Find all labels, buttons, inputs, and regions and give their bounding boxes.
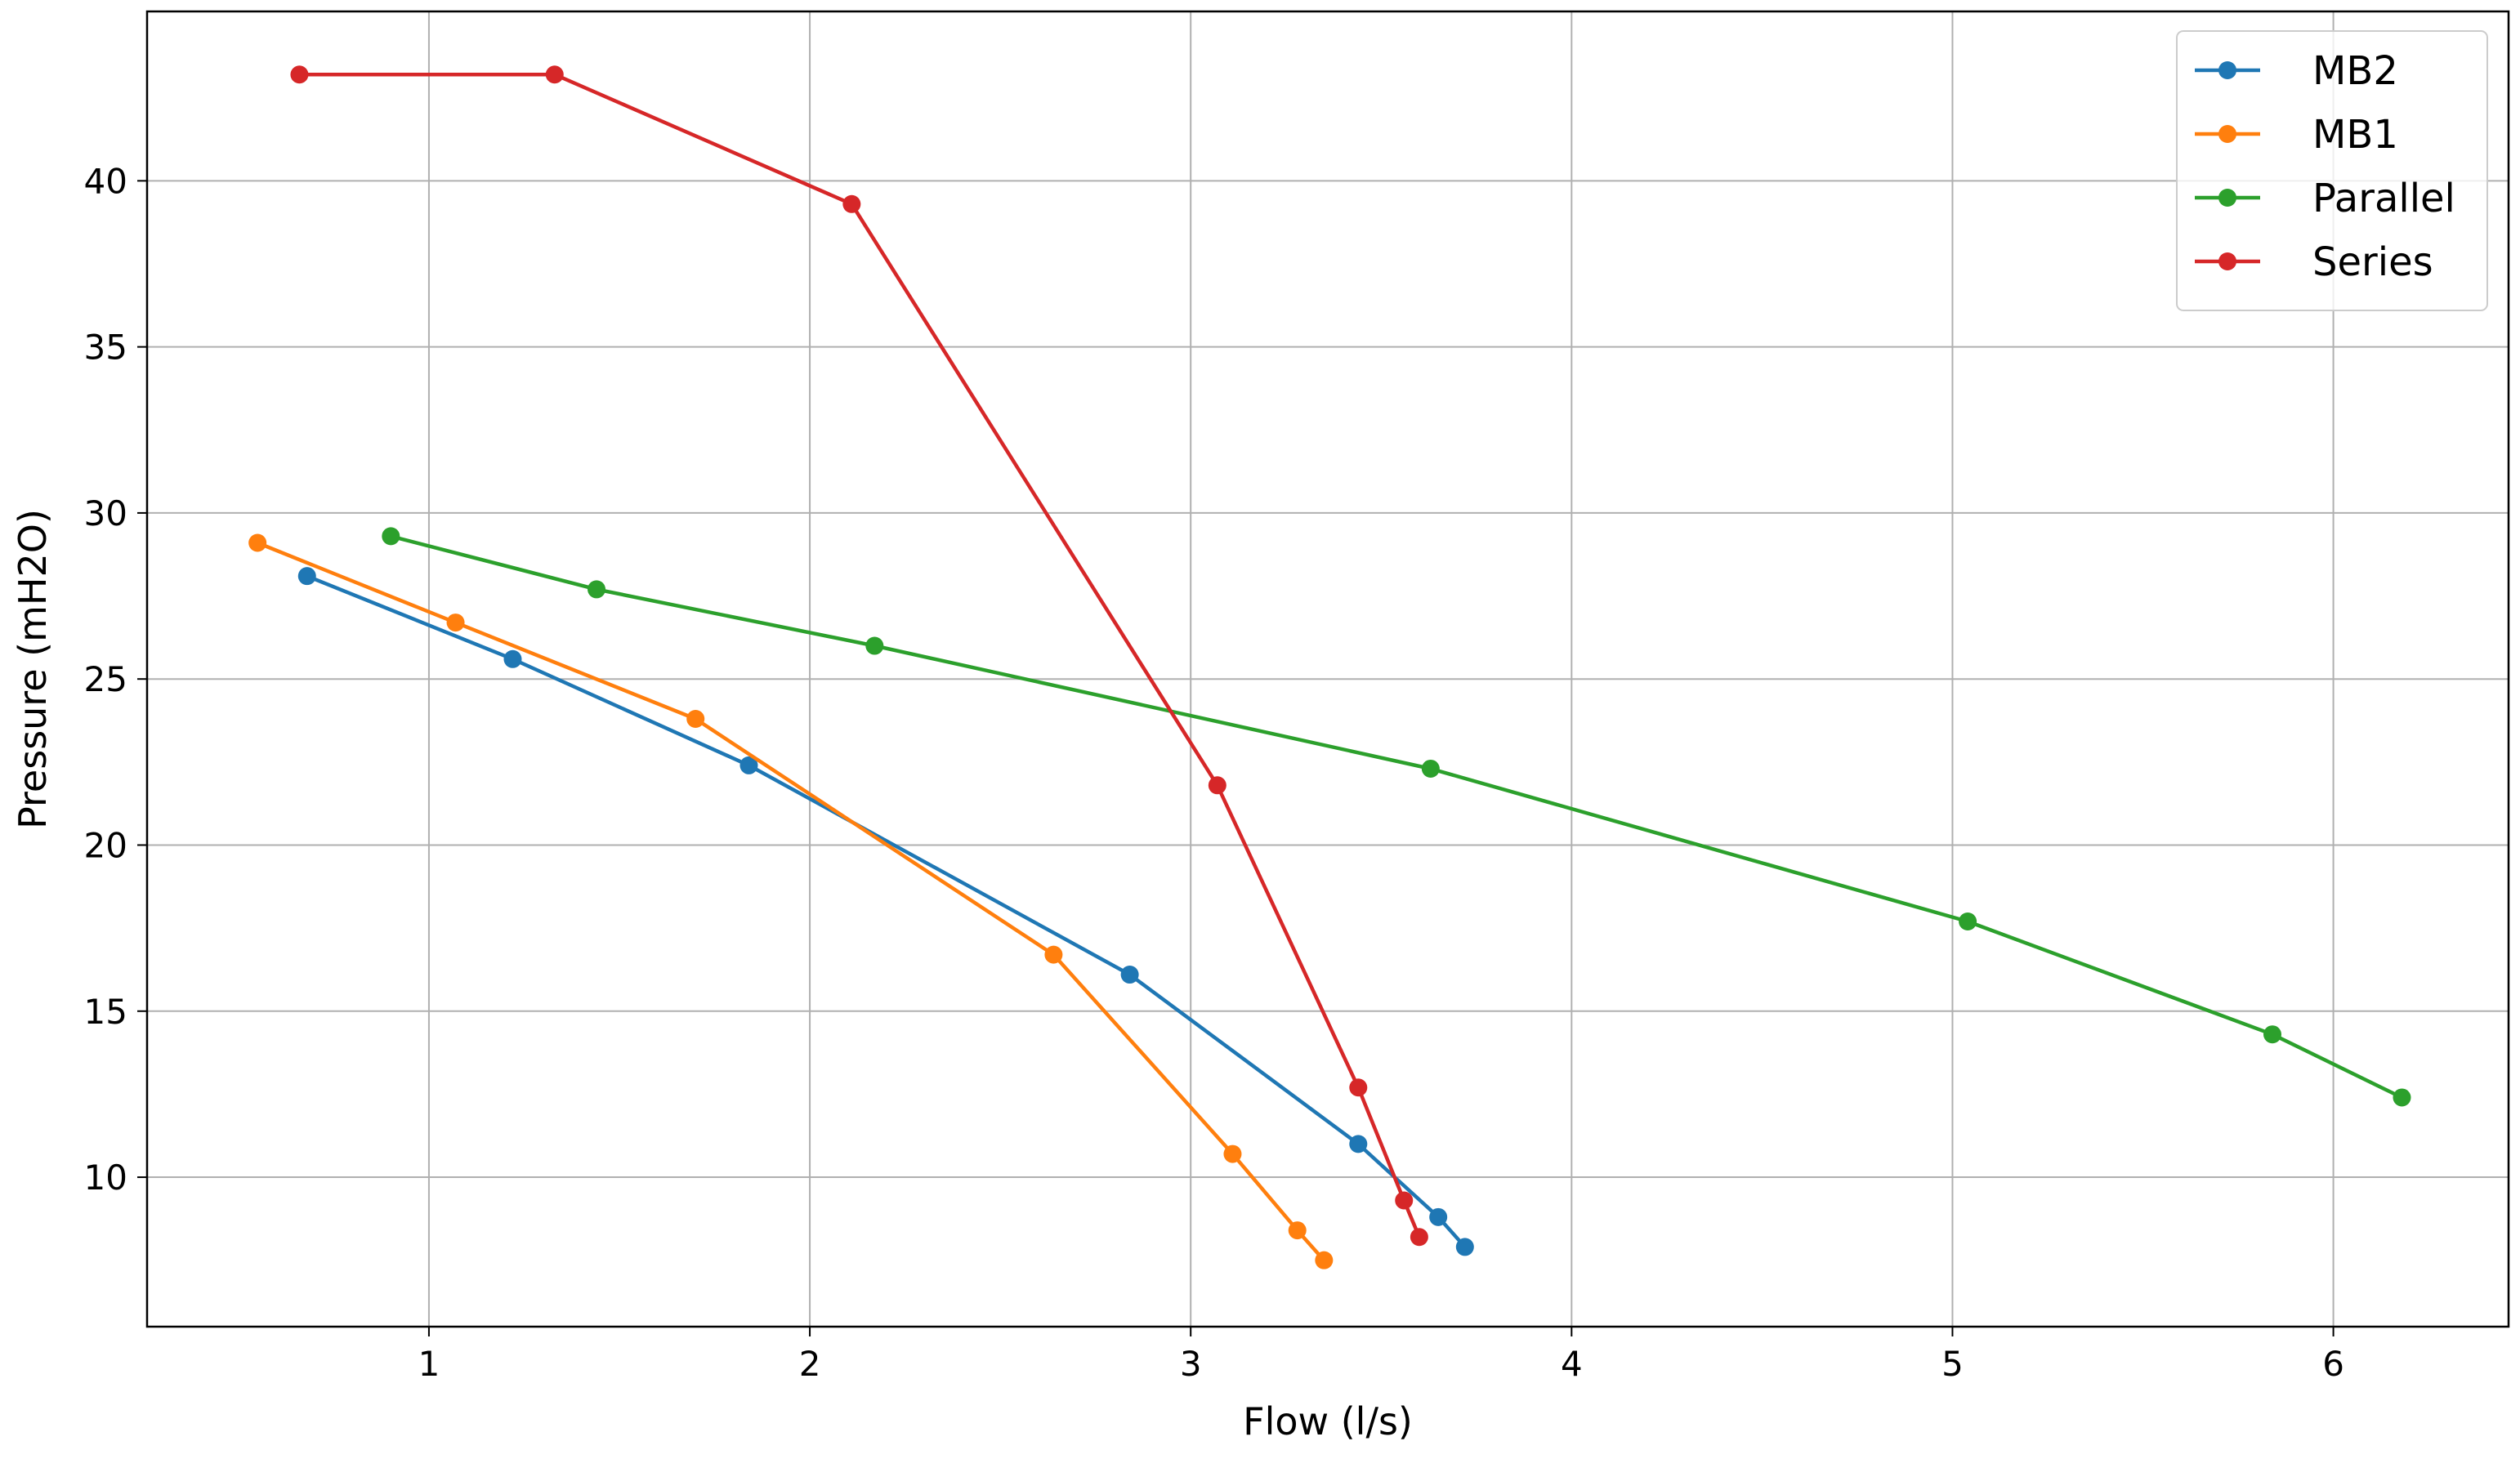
y-tick-label: 35 [84,328,127,368]
x-tick-label: 1 [418,1344,440,1384]
legend-marker-mb1 [2218,125,2236,143]
x-tick-label: 6 [2322,1344,2344,1384]
x-tick-label: 5 [1941,1344,1964,1384]
series-layer [248,65,2411,1269]
data-point-parallel [865,636,884,655]
legend-item-mb2: MB2 [2195,48,2398,94]
legend-marker-mb2 [2218,61,2236,79]
legend-box [2176,30,2488,311]
data-point-mb2 [1429,1207,1448,1226]
data-point-parallel [1959,912,1977,930]
data-point-mb1 [248,533,267,552]
series-series [290,65,1428,1247]
data-point-series [290,65,309,84]
data-point-mb2 [297,567,316,586]
data-point-mb2 [503,649,522,668]
data-point-series [1349,1078,1368,1097]
plot-frame [145,10,2510,1328]
data-point-parallel [382,527,400,546]
data-point-parallel [1421,759,1440,778]
data-point-mb1 [1223,1144,1242,1163]
data-point-series [1208,776,1226,795]
series-parallel [382,527,2411,1107]
series-mb2 [297,567,1474,1256]
axis-ticks: 1 2 3 4 5 6 10 15 20 25 30 35 40 [84,161,2344,1384]
data-point-parallel [2263,1025,2281,1044]
data-point-series [1395,1191,1414,1210]
y-tick-label: 15 [84,992,127,1032]
y-tick-label: 25 [84,659,127,699]
legend-item-mb1: MB1 [2195,112,2398,158]
data-point-mb1 [1044,945,1063,964]
legend-label-parallel: Parallel [2312,176,2455,221]
data-point-mb2 [739,756,758,774]
legend: MB2 MB1 Parallel Series [2176,30,2488,311]
data-point-mb1 [686,709,705,728]
legend-label-mb2: MB2 [2312,48,2398,94]
y-tick-label: 10 [84,1158,127,1198]
y-tick-label: 20 [84,825,127,865]
data-point-series [842,194,861,213]
series-mb1 [248,533,1334,1269]
data-point-series [545,65,564,84]
data-point-parallel [588,580,606,599]
data-point-mb1 [1315,1251,1334,1269]
y-tick-label: 30 [84,493,127,533]
data-point-mb1 [1288,1221,1307,1240]
legend-label-mb1: MB1 [2312,112,2398,158]
data-point-mb2 [1349,1135,1368,1153]
legend-marker-parallel [2218,189,2236,207]
grid [147,11,2509,1327]
legend-item-parallel: Parallel [2195,176,2455,221]
data-point-mb2 [1455,1238,1474,1256]
legend-label-series: Series [2312,239,2433,285]
data-point-mb2 [1120,966,1139,984]
y-tick-label: 40 [84,161,127,201]
x-tick-label: 3 [1180,1344,1202,1384]
y-axis-label: Pressure (mH2O) [11,509,55,829]
data-point-mb1 [446,613,465,632]
legend-item-series: Series [2195,239,2433,285]
data-point-parallel [2393,1088,2411,1107]
legend-marker-series [2218,252,2236,270]
x-tick-label: 4 [1561,1344,1583,1384]
x-axis-label: Flow (l/s) [1243,1399,1413,1443]
data-point-series [1410,1228,1428,1247]
x-tick-label: 2 [799,1344,821,1384]
